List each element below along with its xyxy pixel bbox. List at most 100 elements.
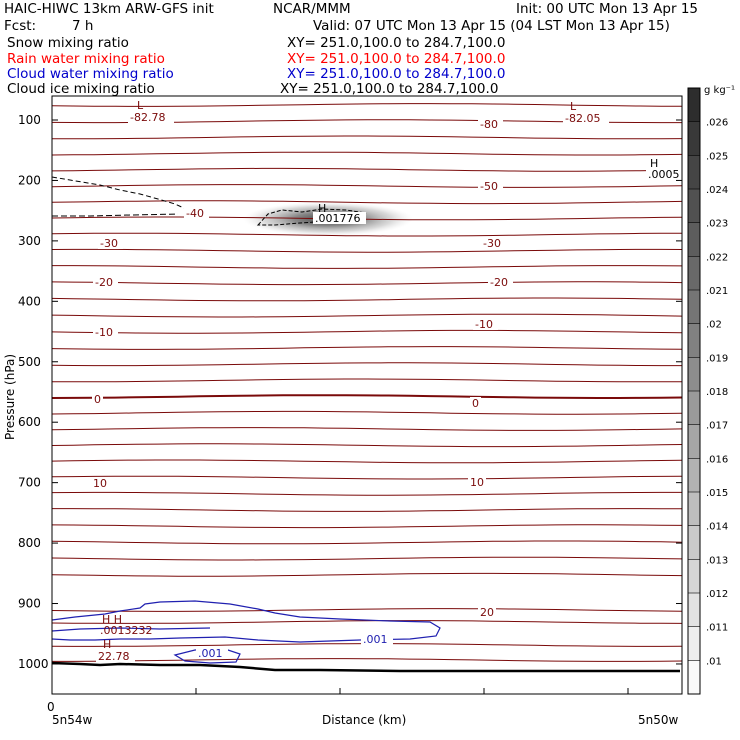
contour-label: -10 — [95, 326, 113, 339]
y-tick-label: 1000 — [18, 657, 49, 671]
cloudwater-contour-low — [51, 627, 211, 632]
contour-label: 10 — [470, 476, 484, 489]
colorbar-swatch — [688, 155, 700, 189]
extrema-cluster-values: .0013232 — [100, 624, 153, 637]
contour-label: .001776 — [315, 212, 361, 225]
contour-label-bg — [478, 118, 503, 130]
colorbar-swatch — [688, 256, 700, 290]
plot-frame — [51, 95, 683, 695]
colorbar-swatch — [688, 121, 700, 156]
y-tick-label: 900 — [18, 597, 41, 611]
x-right-label: 5n50w — [638, 713, 679, 727]
ice-contour-dashed-2 — [52, 213, 179, 217]
header-init: Init: 00 UTC Mon 13 Apr 15 — [516, 1, 698, 17]
y-tick-label: 600 — [18, 415, 41, 429]
x-left-label: 5n54w — [52, 713, 93, 727]
temperature-contour-line — [51, 556, 683, 561]
contour-label: -82.05 — [565, 112, 600, 125]
contour-label-bg — [93, 276, 118, 288]
colorbar-swatch — [688, 323, 700, 358]
contour-label-bg — [184, 207, 209, 219]
temperature-contour-line — [51, 103, 683, 107]
contour-label-bg — [91, 477, 109, 489]
temperature-contour-line — [51, 216, 683, 221]
extrema-mark: L — [137, 99, 144, 112]
colorbar-label: .025 — [706, 151, 728, 162]
extrema-cluster: H H — [102, 613, 122, 626]
y-tick-label: 400 — [18, 294, 41, 308]
temperature-contour-line — [51, 572, 683, 577]
colorbar-label: .026 — [706, 118, 728, 129]
temperature-contour-line — [52, 658, 683, 662]
contour-label-bg — [470, 397, 481, 409]
contour-label: .001 — [363, 633, 388, 646]
colorbar-label: .021 — [706, 286, 728, 297]
temperature-contour-line — [51, 248, 683, 253]
temperature-contours — [51, 103, 683, 662]
colorbar-label: .012 — [706, 589, 728, 600]
y-tick-label: 500 — [18, 355, 41, 369]
extrema-mark: H — [650, 157, 658, 170]
temperature-contour-line — [51, 232, 683, 237]
colorbar-swatch — [688, 660, 700, 694]
temperature-contour-line — [51, 281, 683, 286]
field-name-snow: Snow mixing ratio — [7, 35, 129, 51]
temperature-contour-line — [51, 524, 683, 529]
colorbar-swatch — [688, 525, 700, 560]
extrema-mark: L — [570, 100, 577, 113]
contour-label: 0 — [472, 397, 479, 410]
contour-label: -50 — [480, 180, 498, 193]
y-tick-label: 100 — [18, 113, 41, 127]
field-name-cloudwater: Cloud water mixing ratio — [7, 66, 174, 82]
temperature-contour-line — [51, 184, 683, 188]
contour-label-bg — [488, 276, 513, 288]
terrain-line — [51, 661, 680, 673]
contour-label-bg — [478, 180, 503, 192]
contour-label: .001 — [198, 647, 223, 660]
contour-label-bg — [481, 237, 506, 249]
colorbar-swatch — [688, 222, 700, 257]
colorbar-swatch — [688, 391, 700, 425]
colorbar-swatch — [688, 189, 700, 223]
contour-label-bg — [93, 326, 118, 338]
contour-label-bg — [92, 393, 103, 405]
contour-label: 10 — [93, 477, 107, 490]
colorbar-label: .022 — [706, 252, 728, 263]
colorbar-label: .017 — [706, 421, 728, 432]
colorbar-swatch — [688, 357, 700, 391]
colorbar-label: .01 — [706, 656, 722, 667]
header-fcst-value: 7 h — [72, 18, 94, 34]
contour-label: -80 — [480, 118, 498, 131]
temperature-contour-line — [51, 329, 683, 334]
contour-label: 0 — [94, 393, 101, 406]
contour-label: -30 — [100, 237, 118, 250]
contour-label-bg — [563, 112, 609, 124]
colorbar-label: .013 — [706, 555, 728, 566]
cloudwater-contour-main — [51, 600, 441, 643]
temperature-contour-line — [51, 151, 683, 156]
temperature-contour-line — [51, 346, 683, 350]
temperature-contour-line — [51, 297, 683, 302]
colorbar-label: .024 — [706, 185, 728, 196]
contour-label-bg — [313, 212, 366, 224]
colorbar-swatch — [688, 290, 700, 324]
header-title: HAIC-HIWC 13km ARW-GFS init — [4, 1, 214, 17]
colorbar-swatch — [688, 559, 700, 593]
contour-label-bg — [468, 476, 486, 488]
temperature-contour-line — [51, 475, 683, 480]
temperature-contour-line — [51, 491, 682, 496]
contour-label-bg — [128, 111, 174, 123]
contour-label-bg — [96, 650, 135, 662]
field-name-rain: Rain water mixing ratio — [7, 51, 165, 67]
contour-label-bg — [646, 168, 685, 180]
contour-label: -82.78 — [130, 111, 165, 124]
temperature-contour-line — [51, 200, 683, 205]
temperature-contour-line — [51, 410, 683, 415]
temperature-contour-line — [51, 540, 683, 545]
x-axis: 0 5n54w 5n50w Distance (km) — [47, 700, 679, 727]
header-org: NCAR/MMM — [273, 1, 351, 17]
field-xy-snow: XY= 251.0,100.0 to 284.7,100.0 — [287, 35, 506, 51]
contour-label: -40 — [186, 207, 204, 220]
temperature-contour-line — [51, 378, 683, 383]
